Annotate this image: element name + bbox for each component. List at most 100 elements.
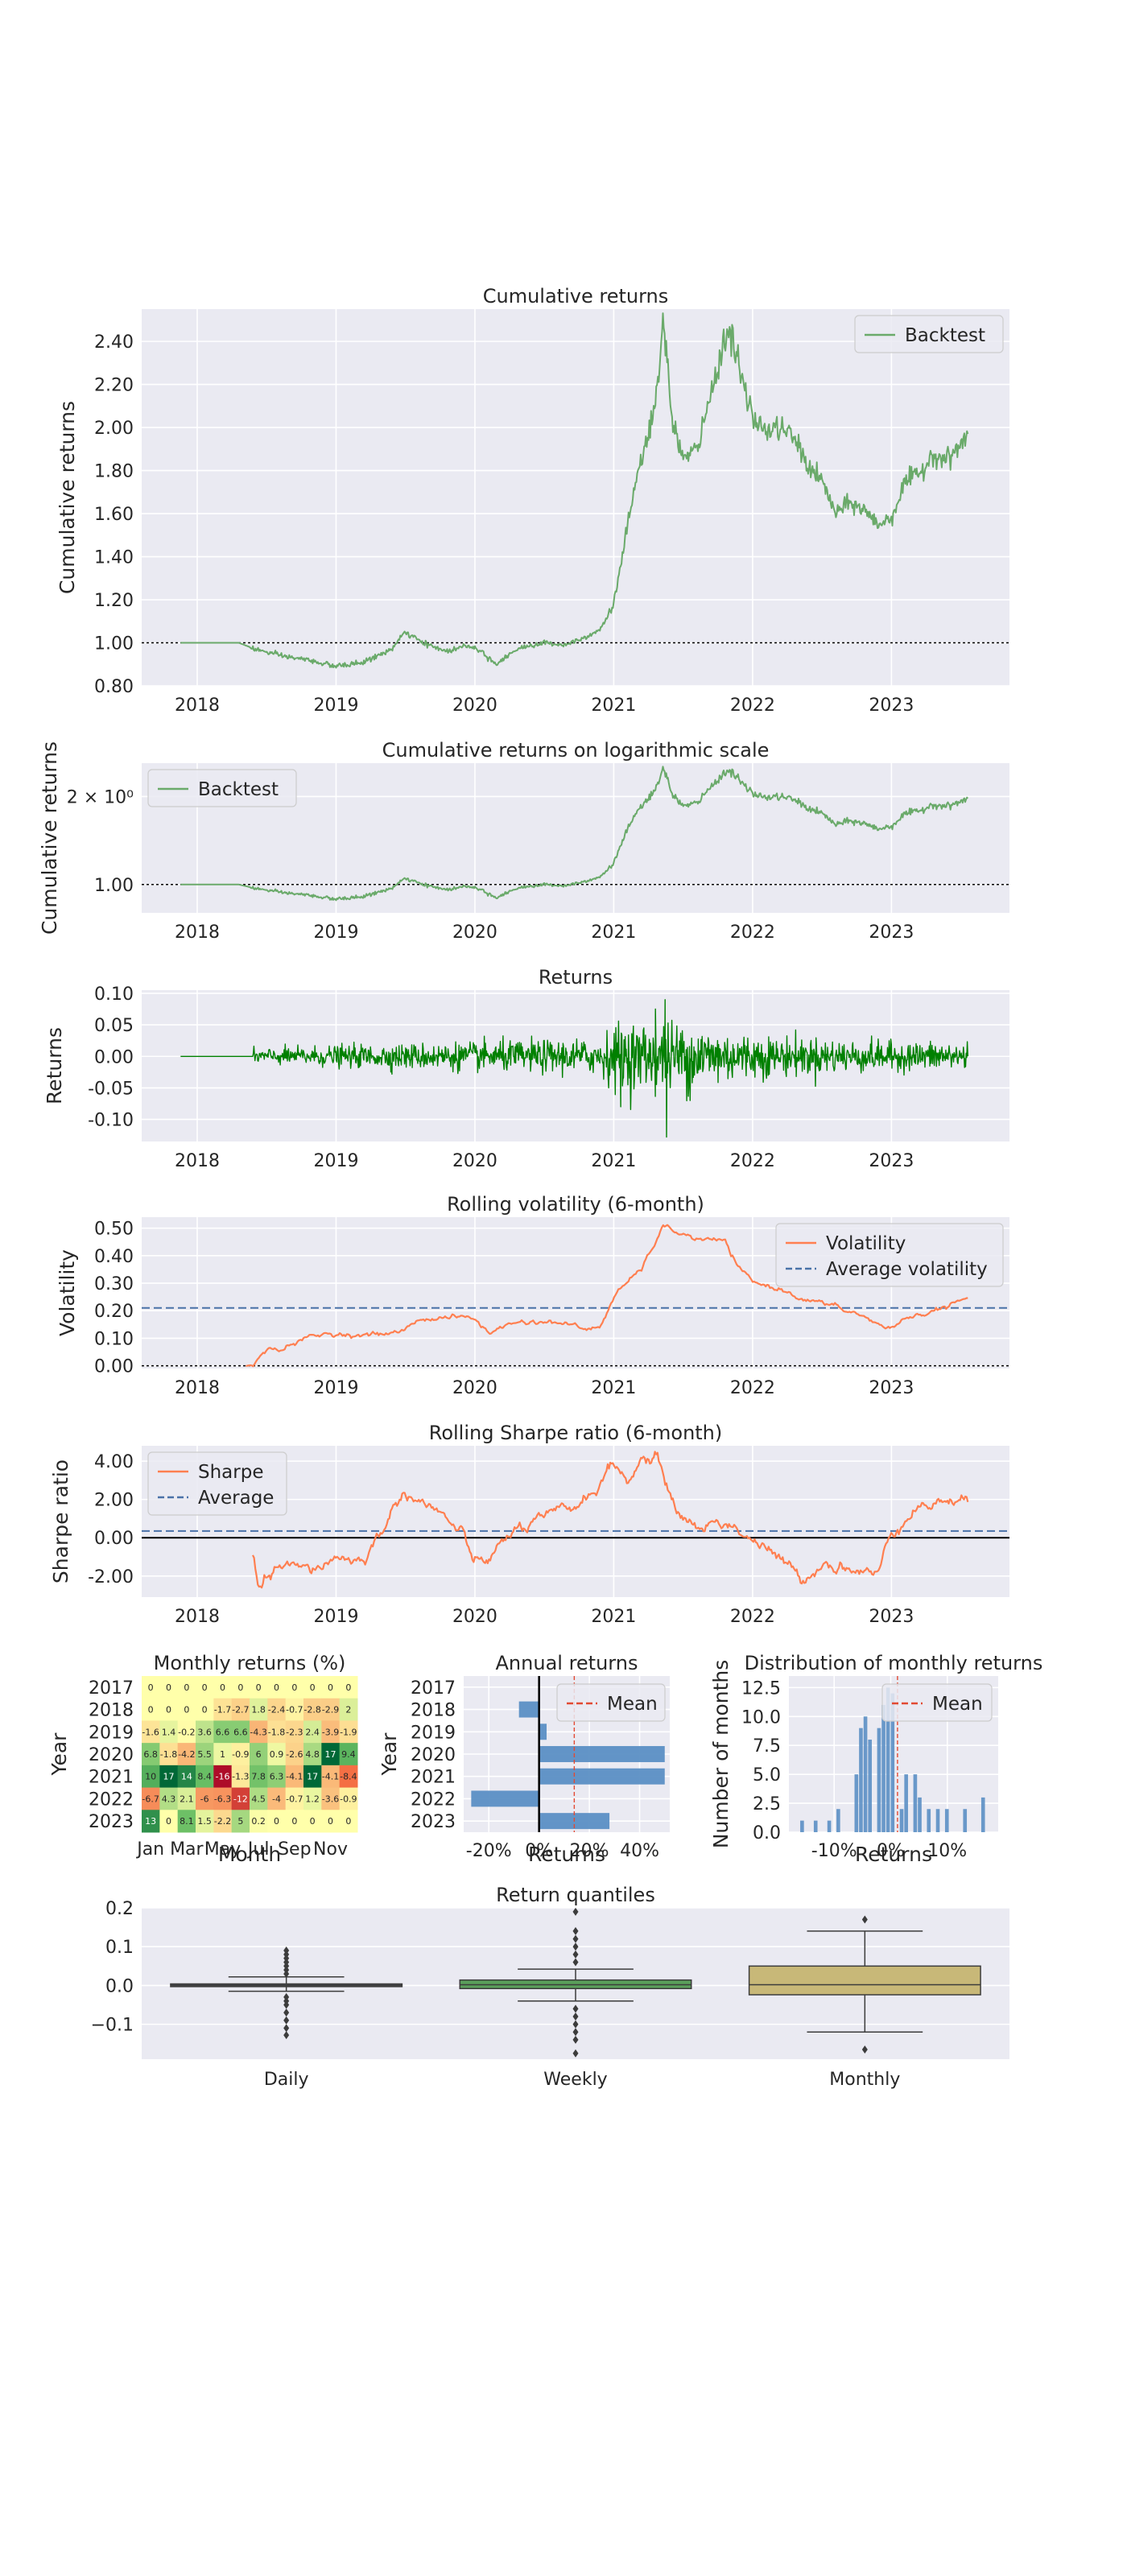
heatmap-cell xyxy=(159,1765,179,1789)
histogram-bar xyxy=(935,1809,940,1832)
y-tick-label: 4.00 xyxy=(94,1452,134,1472)
heatmap-cell xyxy=(321,1787,341,1810)
x-tick-label: Daily xyxy=(264,2070,309,2090)
x-tick-label: 2020 xyxy=(452,1151,497,1171)
heatmap-cell-value: 1.8 xyxy=(251,1705,266,1715)
heatmap-cell-value: -2.8 xyxy=(303,1705,320,1715)
heatmap-cell-value: 7.8 xyxy=(251,1772,266,1782)
returns-title: Returns xyxy=(539,966,613,989)
histogram-bar xyxy=(854,1774,859,1832)
heatmap-cell xyxy=(267,1810,287,1833)
heatmap-cell-value: -0.7 xyxy=(286,1705,303,1715)
heatmap-cell xyxy=(285,1720,304,1744)
cumulative-ylabel: Cumulative returns xyxy=(56,401,79,594)
monthly-distribution-title: Distribution of monthly returns xyxy=(745,1652,1043,1674)
heatmap-cell xyxy=(142,1810,160,1833)
outlier-marker xyxy=(283,1992,290,2001)
histogram-bar xyxy=(913,1774,918,1832)
heatmap-cell-value: 0 xyxy=(274,1682,279,1693)
x-tick-label: May xyxy=(204,1839,241,1860)
heatmap-cell xyxy=(303,1698,322,1721)
heatmap-cell-value: -2.3 xyxy=(286,1727,303,1737)
heatmap-cell xyxy=(231,1698,250,1721)
heatmap-cell xyxy=(267,1698,287,1721)
y-tick-label: 0.20 xyxy=(94,1302,134,1322)
legend-box xyxy=(147,769,297,807)
heatmap-cell xyxy=(196,1787,214,1810)
y-tick-label: 0.00 xyxy=(94,1047,134,1067)
histogram-bar xyxy=(886,1687,890,1832)
heatmap-cell-value: 17 xyxy=(307,1772,318,1782)
heatmap-cell xyxy=(142,1720,160,1744)
heatmap-cell-value: 4.5 xyxy=(251,1794,266,1804)
heatmap-cell xyxy=(231,1676,250,1699)
y-tick-label: 0.40 xyxy=(94,1247,134,1267)
heatmap-cell-value: 4.3 xyxy=(162,1794,176,1804)
heatmap-cell-value: 6.6 xyxy=(216,1727,230,1737)
heatmap-cell xyxy=(177,1676,196,1699)
heatmap-cell xyxy=(196,1765,214,1789)
outlier-marker xyxy=(572,1958,579,1967)
heatmap-cell xyxy=(159,1720,179,1744)
heatmap-cell xyxy=(267,1720,287,1744)
annual-return-bar xyxy=(539,1746,665,1762)
annual-return-bar xyxy=(539,1724,547,1740)
volatility-title: Rolling volatility (6-month) xyxy=(447,1193,704,1216)
x-tick-label: Mar xyxy=(170,1839,204,1860)
histogram-bar xyxy=(868,1740,872,1832)
annual-returns-title: Annual returns xyxy=(496,1652,638,1674)
heatmap-cell xyxy=(285,1765,304,1789)
heatmap-cell xyxy=(339,1765,358,1789)
x-tick-label: 2021 xyxy=(591,1378,636,1398)
heatmap-cell xyxy=(285,1676,304,1699)
histogram-bar xyxy=(881,1704,886,1832)
outlier-marker xyxy=(283,2016,290,2025)
heatmap-cell-value: -6.7 xyxy=(142,1794,159,1804)
heatmap-cell xyxy=(142,1698,160,1721)
heatmap-cell xyxy=(321,1743,341,1766)
heatmap-cell xyxy=(213,1810,233,1833)
x-tick-label: Jan xyxy=(135,1839,164,1860)
histogram-bar xyxy=(836,1809,840,1832)
heatmap-cell-value: 0 xyxy=(256,1682,262,1693)
legend-label: Sharpe xyxy=(198,1462,263,1483)
x-tick-label: 2020 xyxy=(452,923,497,943)
heatmap-cell-value: 2.1 xyxy=(180,1794,194,1804)
x-tick-label: 2021 xyxy=(591,923,636,943)
y-tick-label: 0.0 xyxy=(105,1976,134,1996)
heatmap-cell xyxy=(196,1676,214,1699)
outlier-marker xyxy=(861,2045,868,2054)
heatmap-cell xyxy=(321,1698,341,1721)
x-tick-label: 2020 xyxy=(452,1378,497,1398)
heatmap-cell-value: 0 xyxy=(237,1682,243,1693)
heatmap-cell xyxy=(231,1787,250,1810)
histogram-bar xyxy=(863,1716,868,1832)
x-tick-label: 2018 xyxy=(175,1151,220,1171)
heatmap-cell-value: -4.2 xyxy=(178,1749,195,1760)
x-tick-label: 2021 xyxy=(591,696,636,716)
sharpe-axes: 2018 2019 2020 2021 2022 2023 -2.00 0.00 2.00 4.0… xyxy=(49,1422,1009,1627)
x-tick-label: 2022 xyxy=(730,696,775,716)
y-tick-label: 2022 xyxy=(89,1790,134,1810)
outlier-marker xyxy=(283,2008,290,2017)
histogram-bar xyxy=(827,1820,832,1832)
heatmap-cell xyxy=(213,1743,233,1766)
heatmap-cell-value: 2.4 xyxy=(305,1727,320,1737)
heatmap-cell xyxy=(213,1787,233,1810)
heatmap-cell-value: 6.3 xyxy=(270,1772,284,1782)
outlier-marker xyxy=(572,1934,579,1943)
legend-label: Average volatility xyxy=(826,1259,988,1280)
y-tick-label: 2.40 xyxy=(94,332,134,353)
y-tick-label: 2017 xyxy=(89,1678,134,1699)
heatmap-cell-value: -4 xyxy=(272,1794,281,1804)
heatmap-cell xyxy=(267,1676,287,1699)
volatility-axes: 2018 2019 2020 2021 2022 2023 0.00 0.10 0.20 0.30… xyxy=(56,1193,1009,1398)
outlier-marker xyxy=(283,2024,290,2033)
x-tick-label: Monthly xyxy=(829,2070,900,2090)
histogram-bar xyxy=(813,1820,818,1832)
heatmap-cell xyxy=(196,1720,214,1744)
y-tick-label: 2023 xyxy=(89,1812,134,1832)
backtest-line xyxy=(180,312,969,669)
histogram-bar xyxy=(890,1693,895,1832)
x-tick-label: 2023 xyxy=(869,696,914,716)
